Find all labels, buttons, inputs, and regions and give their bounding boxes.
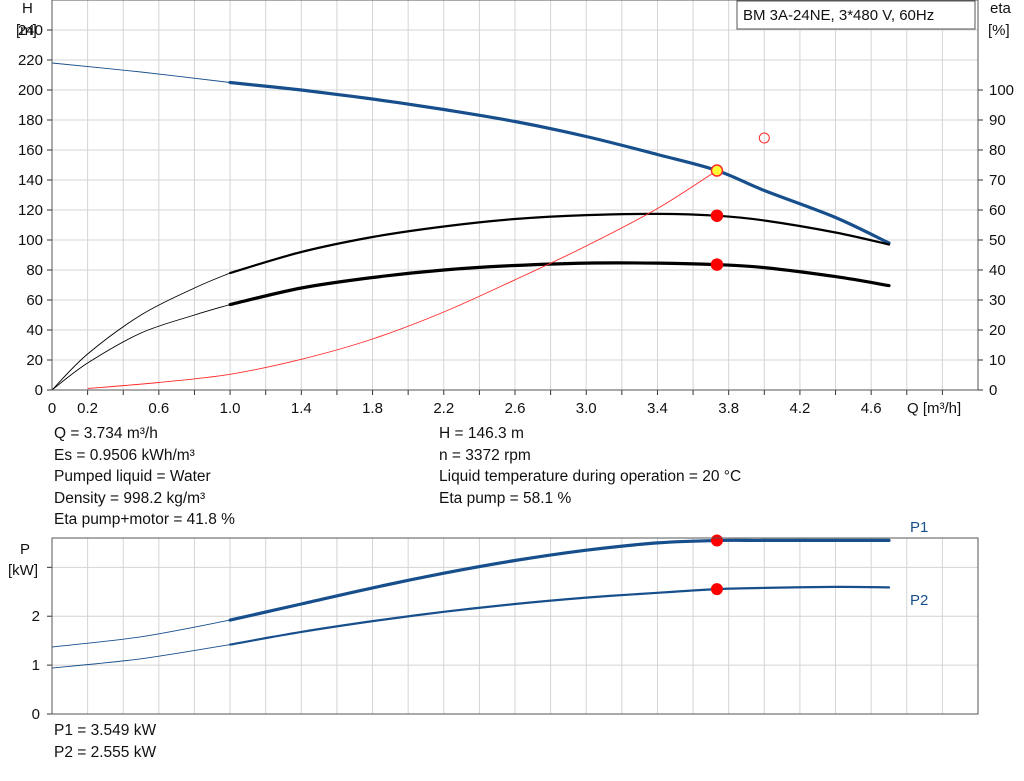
bottom-chart-series [51,534,891,669]
y2-tick-label: 70 [989,172,1006,189]
y-axis-label-h: H [22,0,33,17]
x-tick-label: 2.2 [433,400,454,417]
info-p2: P2 = 2.555 kW [54,743,157,761]
x-tick-label: 0.2 [77,400,98,417]
y-tick-label: 240 [18,22,43,39]
top-chart-series [51,62,891,391]
info-temperature: Liquid temperature during operation = 20… [439,468,742,485]
series-line-3 [87,170,718,389]
y-tick-label: 80 [26,262,43,279]
p-axis-label: P [20,541,30,558]
x-tick-label: 3.4 [647,400,668,417]
x-tick-label: 2.6 [505,400,526,417]
y-tick-label: 20 [26,352,43,369]
series-line-p1 [229,585,891,646]
series-line-extrapolated-0 [51,62,231,83]
info-eta-pump: Eta pump = 58.1 % [439,489,572,507]
p-tick-label: 0 [32,706,40,723]
chart-labels: 0204060801001201401601802002202400102030… [18,22,1014,723]
info-n: n = 3372 rpm [439,446,531,464]
y2-tick-label: 80 [989,142,1006,159]
bottom-chart-grid [47,538,978,715]
info-p1: P1 = 3.549 kW [54,722,157,739]
x-tick-label: 0 [48,400,56,417]
y-tick-label: 100 [18,232,43,249]
legend-p1: P1 [910,519,928,536]
p-tick-label: 2 [32,608,40,625]
series-line-extrapolated-p0 [51,619,231,648]
y-tick-label: 140 [18,172,43,189]
series-line-2 [228,261,891,307]
top-chart-frame [51,0,979,391]
info-right-block: H = 146.3 m n = 3372 rpm Liquid temperat… [439,423,741,509]
y-tick-label: 60 [26,292,43,309]
duty-point-marker [710,209,724,222]
y2-tick-label: 0 [989,382,997,399]
y2-tick-label: 20 [989,322,1006,339]
chart-title: BM 3A-24NE, 3*480 V, 60Hz [743,7,934,24]
info-liquid: Pumped liquid = Water [54,468,211,485]
x-tick-label: 4.2 [789,400,810,417]
series-line-1 [229,212,891,275]
series-line-extrapolated-2 [51,304,231,391]
y2-axis-label-eta: eta [990,0,1012,17]
info-density: Density = 998.2 kg/m³ [54,489,206,507]
power-point-marker [710,534,723,547]
y-tick-label: 160 [18,142,43,159]
duty-point-marker [710,258,724,271]
y-tick-label: 220 [18,52,43,69]
x-tick-label: 1.4 [291,400,312,417]
duty-point-marker [710,164,724,177]
x-axis-label-q: Q [m³/h] [907,400,961,417]
p-tick-label: 1 [32,657,40,674]
y2-tick-label: 60 [989,202,1006,219]
y-tick-label: 40 [26,322,43,339]
info-q: Q = 3.734 m³/h [54,425,158,442]
legend-p2: P2 [910,592,928,609]
y-tick-label: 200 [18,82,43,99]
y-tick-label: 0 [35,382,43,399]
info-left-block: Q = 3.734 m³/h Es = 0.9506 kWh/m³ Pumped… [54,423,235,531]
y2-tick-label: 100 [989,82,1014,99]
y2-tick-label: 10 [989,352,1006,369]
x-tick-label: 0.6 [148,400,169,417]
bottom-chart-frame [51,537,979,715]
info-h: H = 146.3 m [439,425,524,442]
top-chart-grid [47,0,983,395]
series-line-p0 [228,538,891,622]
x-tick-label: 1.8 [362,400,383,417]
x-tick-label: 1.0 [220,400,241,417]
y2-tick-label: 50 [989,232,1006,249]
series-line-extrapolated-1 [51,272,231,391]
info-power-block: P1 = 3.549 kW P2 = 2.555 kW [54,720,156,763]
y-tick-label: 180 [18,112,43,129]
y2-axis-unit-percent: [%] [988,22,1010,39]
info-eta-pump-motor: Eta pump+motor = 41.8 % [54,511,235,528]
power-point-marker [710,583,723,596]
y2-tick-label: 30 [989,292,1006,309]
y-axis-unit-m: [m] [16,22,37,39]
info-es: Es = 0.9506 kWh/m³ [54,446,195,464]
x-tick-label: 4.6 [861,400,882,417]
x-tick-label: 3.8 [718,400,739,417]
x-tick-label: 3.0 [576,400,597,417]
chart-title-box: BM 3A-24NE, 3*480 V, 60Hz [736,0,976,30]
series-line-extrapolated-p1 [51,644,231,669]
hollow-marker [758,132,770,144]
p-axis-unit: [kW] [8,562,38,579]
y2-tick-label: 90 [989,112,1006,129]
y-tick-label: 120 [18,202,43,219]
series-line-0 [228,80,891,245]
y2-tick-label: 40 [989,262,1006,279]
